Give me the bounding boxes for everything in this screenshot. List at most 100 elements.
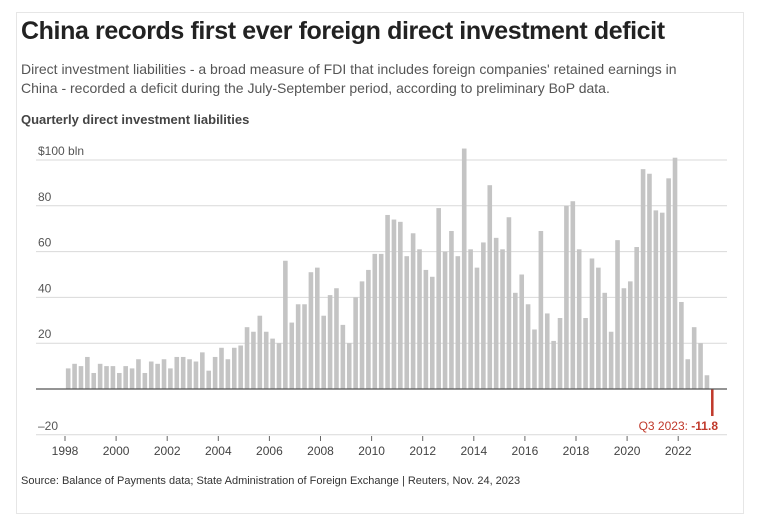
x-tick-label: 2012 bbox=[409, 444, 436, 458]
y-tick-label: 60 bbox=[38, 236, 52, 250]
bar bbox=[116, 372, 122, 389]
bar bbox=[417, 249, 422, 389]
bar bbox=[474, 267, 480, 389]
y-tick-label: 40 bbox=[38, 281, 52, 295]
bar bbox=[136, 359, 141, 389]
bar bbox=[110, 366, 116, 389]
x-tick-label: 2022 bbox=[665, 444, 692, 458]
bar bbox=[544, 313, 550, 389]
bar bbox=[180, 356, 186, 389]
bar bbox=[193, 361, 199, 389]
bar bbox=[589, 258, 595, 389]
bar bbox=[685, 359, 691, 389]
bar bbox=[704, 375, 710, 389]
bar bbox=[506, 217, 512, 389]
chart-label: Quarterly direct investment liabilities bbox=[21, 112, 250, 127]
x-tick-label: 2006 bbox=[256, 444, 283, 458]
bar bbox=[276, 343, 282, 389]
bar bbox=[155, 363, 160, 389]
q3-2023-annotation: Q3 2023: -11.8 bbox=[639, 419, 719, 433]
bar bbox=[538, 230, 544, 389]
bar bbox=[353, 297, 358, 389]
bar bbox=[257, 315, 263, 389]
y-tick-label: –20 bbox=[38, 419, 58, 433]
bar bbox=[659, 212, 665, 389]
bar bbox=[398, 221, 403, 389]
bar bbox=[283, 260, 288, 389]
bar bbox=[308, 272, 314, 389]
x-tick-label: 2004 bbox=[205, 444, 232, 458]
y-tick-label: 80 bbox=[38, 190, 52, 204]
bar bbox=[270, 338, 275, 389]
bar bbox=[653, 210, 659, 389]
bar bbox=[513, 292, 518, 389]
bar bbox=[493, 237, 499, 389]
bar bbox=[289, 322, 295, 389]
y-tick-label: $100 bln bbox=[38, 144, 84, 158]
bar bbox=[429, 276, 435, 389]
bar bbox=[621, 288, 627, 389]
bar bbox=[519, 274, 525, 389]
bar bbox=[372, 253, 378, 389]
bar bbox=[225, 359, 231, 389]
bar bbox=[321, 315, 326, 389]
bar bbox=[295, 304, 301, 389]
bar bbox=[244, 327, 250, 389]
bar bbox=[200, 352, 205, 389]
bar bbox=[72, 363, 77, 389]
bar bbox=[302, 304, 307, 389]
bar bbox=[608, 331, 614, 389]
bar bbox=[187, 359, 192, 389]
bar bbox=[532, 329, 537, 389]
bar bbox=[500, 249, 505, 389]
bar bbox=[576, 249, 582, 389]
bar bbox=[142, 372, 148, 389]
x-tick-label: 2008 bbox=[307, 444, 334, 458]
bar bbox=[78, 366, 84, 389]
bar bbox=[340, 324, 346, 389]
bar bbox=[666, 178, 671, 389]
bar bbox=[449, 230, 454, 389]
bar bbox=[461, 148, 467, 389]
bar bbox=[104, 366, 109, 389]
bar bbox=[391, 219, 397, 389]
x-tick-label: 2020 bbox=[614, 444, 641, 458]
bar bbox=[251, 331, 256, 389]
bar bbox=[174, 356, 180, 389]
bar bbox=[359, 281, 365, 389]
bar bbox=[206, 370, 212, 389]
bar bbox=[334, 288, 339, 389]
bar bbox=[468, 249, 473, 389]
bar bbox=[410, 233, 416, 389]
bar bbox=[487, 185, 493, 389]
bar bbox=[698, 343, 703, 389]
bar bbox=[97, 363, 103, 389]
bar bbox=[481, 242, 486, 389]
bar bbox=[596, 267, 601, 389]
chart-subtitle: Direct investment liabilities - a broad … bbox=[21, 61, 677, 96]
bar bbox=[212, 356, 218, 389]
bar bbox=[602, 292, 608, 389]
bar bbox=[91, 372, 97, 389]
bar bbox=[315, 267, 320, 389]
x-tick-label: 2018 bbox=[563, 444, 590, 458]
bar bbox=[525, 304, 531, 389]
bar bbox=[679, 301, 684, 389]
bar-negative bbox=[711, 389, 714, 417]
bar bbox=[65, 368, 71, 389]
bar bbox=[366, 269, 371, 389]
bar bbox=[423, 269, 429, 389]
bar bbox=[346, 343, 352, 389]
bar bbox=[123, 366, 128, 389]
bar bbox=[263, 331, 269, 389]
x-tick-label: 2002 bbox=[154, 444, 181, 458]
bar bbox=[647, 173, 652, 389]
x-tick-label: 2000 bbox=[103, 444, 130, 458]
x-tick-label: 2014 bbox=[460, 444, 487, 458]
bar bbox=[129, 368, 135, 389]
bar bbox=[231, 347, 237, 389]
bar bbox=[564, 205, 569, 389]
annotation-label: Q3 2023: bbox=[639, 419, 692, 433]
x-tick-label: 2010 bbox=[358, 444, 385, 458]
